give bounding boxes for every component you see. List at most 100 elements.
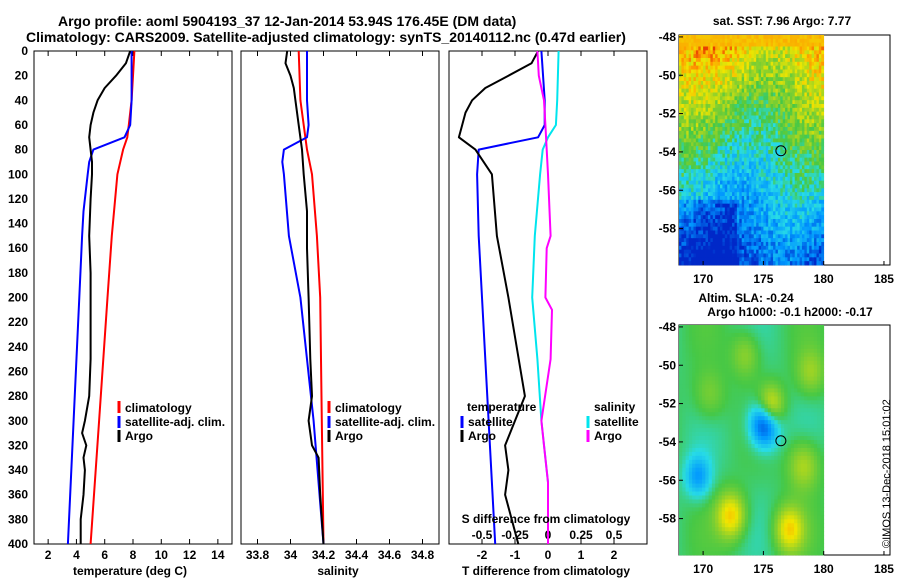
sst-cell — [741, 230, 745, 235]
sst-cell — [780, 176, 784, 182]
sla-cell — [718, 396, 723, 401]
sst-cell — [785, 69, 788, 74]
sst-cell — [814, 54, 817, 59]
sst-cell — [797, 173, 800, 178]
sst-cell — [717, 50, 721, 55]
sst-cell — [785, 230, 788, 235]
sla-cell — [734, 388, 739, 393]
s-diff-tick-label: 0.25 — [569, 528, 593, 542]
sst-cell — [705, 211, 709, 216]
sla-cell — [780, 352, 785, 358]
sst-cell — [789, 199, 793, 205]
sst-cell — [732, 107, 735, 113]
sst-cell — [698, 35, 702, 40]
sla-cell — [685, 404, 690, 409]
sst-cell — [821, 150, 825, 155]
sla-cell — [698, 380, 703, 385]
sla-cell — [679, 368, 683, 373]
sst-cell — [698, 77, 702, 82]
sst-cell — [765, 100, 769, 105]
sla-cell — [780, 392, 785, 397]
sla-cell — [754, 372, 759, 377]
sla-cell — [715, 356, 719, 362]
sst-cell — [727, 188, 731, 193]
sla-cell — [813, 412, 818, 417]
sst-cell — [679, 123, 682, 128]
sla-cell — [715, 424, 719, 429]
sla-cell — [777, 348, 782, 354]
sla-cell — [757, 376, 762, 381]
sst-cell — [775, 199, 779, 205]
sst-cell — [707, 153, 711, 159]
sst-cell — [679, 77, 682, 82]
sst-cell — [765, 138, 769, 143]
sst-cell — [698, 104, 702, 109]
sst-cell — [804, 84, 808, 90]
sst-cell — [717, 234, 721, 239]
sst-cell — [717, 176, 721, 182]
sst-cell — [695, 115, 699, 120]
sst-cell — [751, 92, 755, 97]
sst-cell — [703, 61, 706, 67]
sst-cell — [693, 226, 697, 231]
sst-cell — [804, 215, 808, 220]
sla-cell — [715, 416, 719, 421]
sla-cell — [698, 348, 703, 354]
sst-cell — [717, 261, 721, 266]
sst-cell — [809, 176, 813, 182]
salinity-legend: climatology satellite-adj. clim. Argo — [327, 401, 435, 443]
sst-cell — [770, 54, 774, 59]
sla-cell — [731, 364, 736, 370]
sla-cell — [774, 328, 779, 334]
sst-cell — [758, 249, 762, 254]
sla-cell — [774, 380, 779, 385]
sst-cell — [806, 127, 810, 132]
sla-cell — [757, 325, 762, 330]
sst-cell — [814, 138, 817, 143]
sst-cell — [712, 150, 716, 155]
sla-cell — [718, 416, 723, 421]
sst-cell — [780, 184, 784, 189]
sst-cell — [693, 96, 697, 101]
sla-cell — [820, 328, 825, 334]
sst-cell — [736, 261, 740, 266]
sst-cell — [821, 92, 825, 97]
sst-cell — [748, 138, 752, 143]
sst-cell — [777, 119, 781, 124]
sla-cell — [721, 400, 726, 405]
sst-cell — [700, 130, 704, 136]
sla-cell — [741, 412, 746, 417]
sla-cell — [698, 332, 703, 338]
sst-cell — [703, 226, 706, 231]
sst-cell — [693, 196, 697, 201]
sst-cell — [773, 58, 776, 63]
sst-cell — [719, 35, 723, 40]
sst-cell — [804, 142, 808, 147]
sst-cell — [780, 50, 784, 55]
sst-cell — [770, 96, 774, 101]
sst-cell — [746, 127, 750, 132]
sst-cell — [758, 165, 762, 170]
sst-cell — [741, 119, 745, 124]
sst-cell — [797, 211, 800, 216]
sla-cell — [738, 356, 742, 362]
sst-cell — [806, 219, 810, 224]
x-tick-label: 34.6 — [378, 548, 402, 562]
sst-cell — [789, 146, 793, 151]
sst-cell — [746, 211, 750, 216]
sla-cell — [787, 372, 792, 377]
sst-cell — [691, 81, 694, 86]
sst-cell — [707, 199, 711, 205]
sst-cell — [818, 54, 822, 59]
sst-cell — [758, 65, 762, 70]
sla-cell — [794, 376, 798, 381]
sla-cell — [738, 412, 742, 417]
sst-cell — [700, 257, 704, 262]
sst-cell — [777, 107, 781, 113]
sst-cell — [727, 119, 731, 124]
sla-cell — [790, 420, 795, 425]
sst-cell — [679, 100, 682, 105]
sst-cell — [700, 249, 704, 254]
sla-cell — [817, 388, 821, 393]
sst-cell — [765, 180, 769, 185]
